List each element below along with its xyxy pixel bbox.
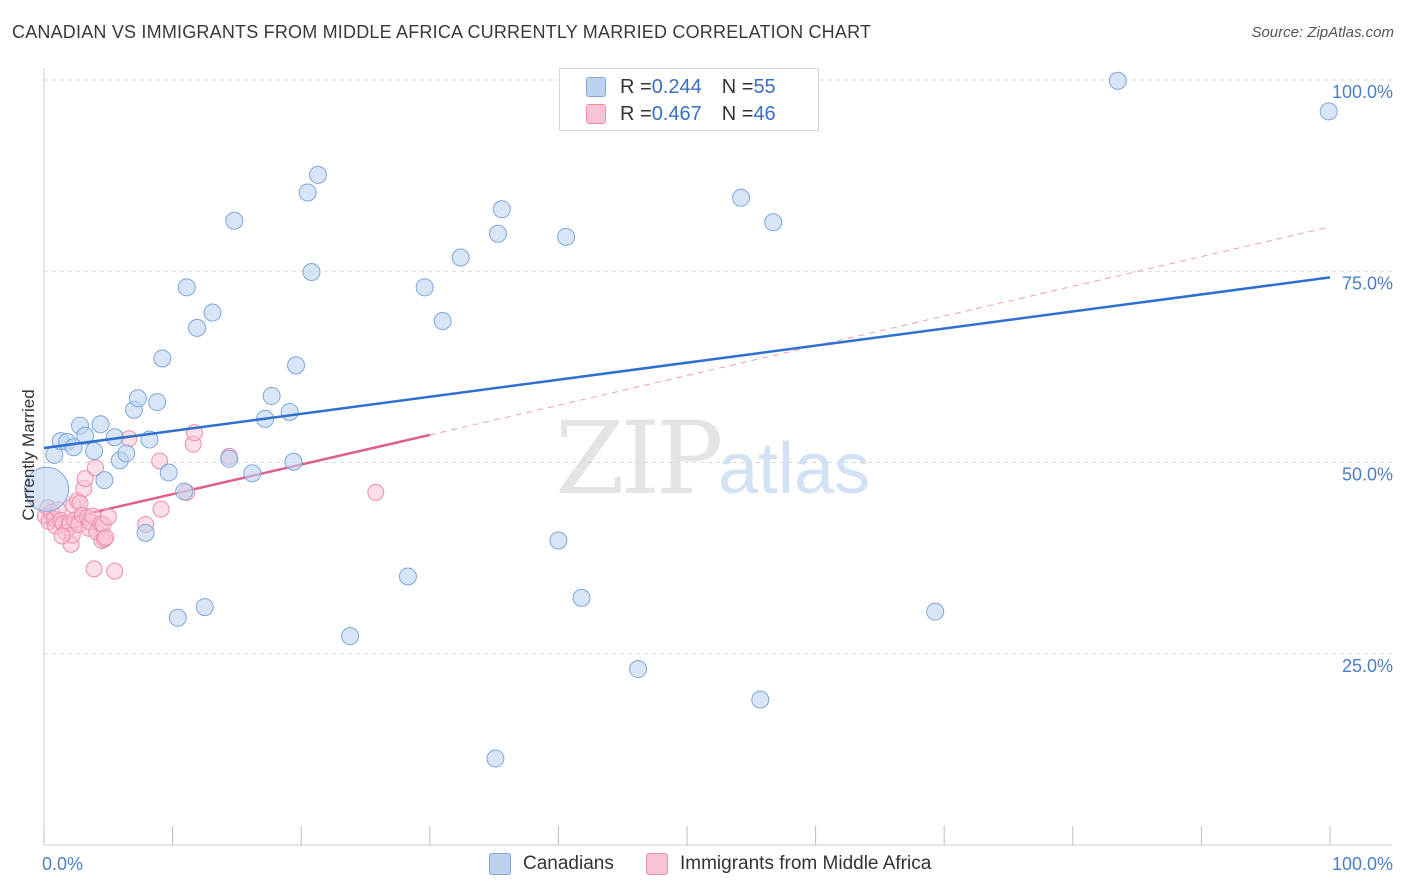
legend-item-middle-africa[interactable]: Immigrants from Middle Africa — [646, 852, 931, 876]
data-point-middle-africa — [367, 483, 385, 501]
y-tick-label: 100.0% — [1332, 82, 1393, 102]
axis-labels: 25.0% 50.0% 75.0% 100.0% 0.0% 100.0% Currently… — [19, 82, 1393, 874]
data-point-canadians — [95, 471, 114, 490]
data-point-canadians — [203, 303, 222, 322]
data-point-canadians — [764, 213, 783, 232]
data-point-canadians — [76, 426, 95, 445]
r-label-1: R = — [620, 75, 652, 98]
chart-title: CANADIAN VS IMMIGRANTS FROM MIDDLE AFRIC… — [12, 22, 872, 42]
data-point-canadians — [91, 415, 110, 434]
data-point-canadians — [302, 263, 321, 282]
x-tick-label-max: 100.0% — [1332, 854, 1393, 874]
data-point-canadians — [280, 403, 299, 422]
data-point-canadians — [492, 200, 511, 219]
data-point-canadians — [732, 188, 751, 207]
trend-line-middle-africa-dashed — [429, 226, 1331, 436]
data-point-canadians — [159, 463, 178, 482]
n-label-2: N = — [721, 102, 754, 125]
data-point-canadians — [225, 211, 244, 230]
data-point-middle-africa — [99, 508, 117, 526]
data-point-canadians — [308, 165, 327, 184]
n-value-1: 55 — [753, 75, 776, 98]
data-point-canadians — [572, 588, 591, 607]
data-point-canadians — [1319, 102, 1338, 121]
data-point-canadians — [136, 523, 155, 542]
gridlines — [44, 79, 1392, 655]
data-point-canadians — [243, 464, 262, 483]
watermark-zip: ZIP — [555, 400, 723, 517]
data-point-canadians — [415, 278, 434, 297]
data-point-canadians — [117, 444, 136, 463]
data-point-middle-africa — [53, 527, 71, 545]
r-value-1: 0.244 — [651, 75, 702, 98]
y-axis-title: Currently Married — [19, 389, 38, 520]
data-point-canadians — [488, 224, 507, 243]
data-point-canadians — [24, 466, 70, 512]
data-point-canadians — [926, 602, 945, 621]
data-point-canadians — [153, 349, 172, 368]
source-credit: Source: ZipAtlas.com — [1251, 24, 1394, 41]
canadians-legend-label: Canadians — [523, 853, 614, 874]
data-point-canadians — [148, 393, 167, 412]
data-point-canadians — [1108, 71, 1127, 90]
trend-line-canadians — [43, 276, 1331, 450]
n-label-1: N = — [721, 75, 754, 98]
legend-item-canadians[interactable]: Canadians — [489, 852, 614, 876]
data-point-canadians — [451, 248, 470, 267]
middle-africa-legend-swatch — [646, 853, 668, 875]
canadians-legend-swatch — [489, 853, 511, 875]
data-point-canadians — [341, 627, 360, 646]
data-point-canadians — [284, 452, 303, 471]
canadians-swatch — [586, 77, 606, 97]
data-point-middle-africa — [76, 470, 94, 488]
n-value-2: 46 — [753, 102, 776, 125]
data-point-canadians — [298, 183, 317, 202]
data-point-canadians — [188, 318, 207, 337]
y-tick-label: 25.0% — [1342, 656, 1393, 676]
data-point-canadians — [175, 482, 194, 501]
legend-row-middle-africa: R = 0.467 N = 46 — [586, 102, 776, 126]
data-point-canadians — [433, 311, 452, 330]
data-point-middle-africa — [97, 528, 115, 546]
data-point-canadians — [557, 227, 576, 246]
data-point-canadians — [195, 598, 214, 617]
data-point-canadians — [220, 449, 239, 468]
data-point-middle-africa — [152, 500, 170, 518]
data-point-canadians — [168, 608, 187, 627]
data-point-canadians — [85, 442, 104, 461]
data-point-middle-africa — [85, 560, 103, 578]
data-point-canadians — [629, 660, 648, 679]
r-label-2: R = — [620, 102, 652, 125]
middle-africa-legend-label: Immigrants from Middle Africa — [680, 853, 932, 874]
data-point-canadians — [486, 749, 505, 768]
middle-africa-swatch — [586, 104, 606, 124]
trend-line-canadians — [43, 276, 1331, 450]
watermark-atlas: atlas — [718, 429, 871, 509]
x-tick-label-min: 0.0% — [42, 854, 83, 874]
data-point-middle-africa — [106, 562, 124, 580]
correlation-legend: R = 0.244 N = 55 R = 0.467 N = 46 — [559, 68, 819, 131]
y-tick-label: 50.0% — [1342, 465, 1393, 485]
data-point-canadians — [398, 567, 417, 586]
data-point-canadians — [287, 356, 306, 375]
data-point-canadians — [549, 531, 568, 550]
data-point-canadians — [262, 386, 281, 405]
y-tick-label: 75.0% — [1342, 273, 1393, 293]
data-point-canadians — [128, 389, 147, 408]
legend-row-canadians: R = 0.244 N = 55 — [586, 75, 776, 99]
data-point-canadians — [177, 278, 196, 297]
axes — [43, 68, 1392, 846]
points-canadians — [24, 71, 1338, 768]
r-value-2: 0.467 — [651, 102, 702, 125]
data-point-canadians — [751, 690, 770, 709]
